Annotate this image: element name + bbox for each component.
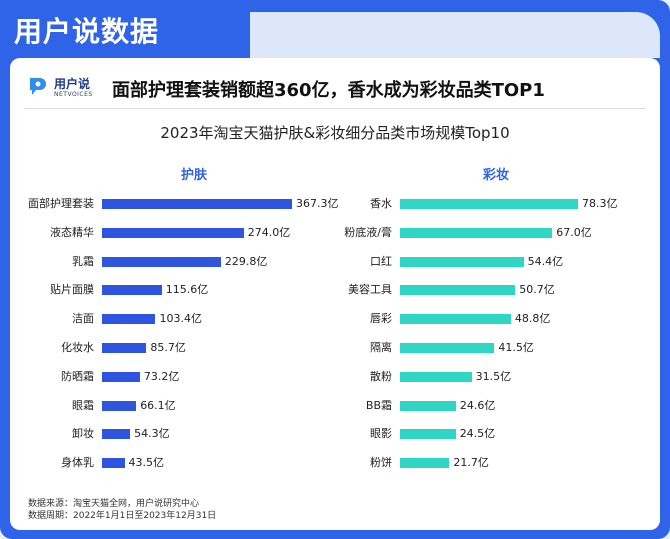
bar-label: 散粉 — [370, 369, 392, 383]
bar — [400, 227, 553, 238]
bar-label: 卸妆 — [72, 427, 94, 441]
bar-value-label: 54.3亿 — [134, 427, 170, 441]
bar — [102, 429, 131, 440]
bar-label: 隔离 — [370, 341, 392, 354]
bar-label: 眼影 — [370, 427, 392, 441]
bar — [400, 343, 495, 353]
header-decoration — [200, 12, 660, 58]
bar — [102, 285, 162, 296]
bar-label: 化妆水 — [61, 341, 94, 354]
bar-value-label: 48.8亿 — [514, 312, 551, 326]
bar-label: 液态精华 — [50, 225, 94, 239]
bar — [102, 314, 156, 325]
bar-label: 唇彩 — [370, 312, 392, 326]
bar — [400, 458, 450, 469]
bar-value-label: 24.5亿 — [459, 427, 496, 441]
bar-value-label: 31.5亿 — [475, 369, 512, 383]
bar — [102, 343, 147, 353]
bar-value-label: 78.3亿 — [582, 197, 618, 210]
bar-value-label: 41.5亿 — [498, 341, 534, 354]
bar-label: 口红 — [370, 254, 392, 268]
bar-label: 眼霜 — [72, 398, 94, 412]
makeup-group-title: 彩妆 — [482, 168, 509, 183]
bar-label: 乳霜 — [72, 254, 94, 268]
bar-value-label: 85.7亿 — [150, 341, 186, 354]
bar-value-label: 24.6亿 — [459, 398, 496, 412]
bar — [400, 256, 524, 267]
bar — [102, 458, 125, 469]
chart-title: 2023年淘宝天猫护肤&彩妆细分品类市场规模Top10 — [160, 124, 510, 142]
brand-logo-icon — [30, 78, 46, 95]
bar-label: 防晒霜 — [61, 369, 94, 383]
bar-value-label: 66.1亿 — [140, 398, 176, 412]
bar — [102, 256, 221, 267]
bar-label: 粉饼 — [370, 456, 392, 470]
header-title: 用户说数据 — [14, 15, 160, 48]
bar-value-label: 274.0亿 — [247, 225, 291, 239]
bar — [102, 400, 137, 411]
header-tab: 用户说数据 — [0, 0, 250, 64]
bar — [400, 429, 456, 440]
bar-label: 面部护理套装 — [28, 197, 94, 210]
bar-label: 美容工具 — [348, 283, 392, 297]
bar-label: 洁面 — [72, 312, 94, 326]
bar — [102, 371, 140, 382]
headline: 面部护理套装销额超360亿，香水成为彩妆品类TOP1 — [112, 80, 545, 101]
bar-value-label: 67.0亿 — [556, 225, 592, 239]
bar-label: 身体乳 — [61, 456, 94, 470]
bar-value-label: 21.7亿 — [453, 456, 489, 470]
brand-name: 用户说 — [54, 77, 91, 91]
bar — [400, 314, 511, 325]
footer-period: 数据周期：2022年1月1日至2023年12月31日 — [28, 511, 217, 521]
bar-value-label: 115.6亿 — [165, 283, 209, 297]
bar-value-label: 103.4亿 — [159, 312, 202, 326]
bar-value-label: 73.2亿 — [143, 369, 180, 383]
bar — [400, 400, 456, 411]
bar-value-label: 50.7亿 — [519, 283, 555, 297]
bar-label: 香水 — [370, 197, 392, 210]
bar — [400, 371, 472, 382]
bar — [400, 199, 578, 209]
bar-label: 贴片面膜 — [50, 283, 94, 297]
bar-label: 粉底液/膏 — [344, 225, 392, 239]
bar — [102, 227, 244, 238]
skincare-group-title: 护肤 — [180, 168, 207, 183]
bar-value-label: 229.8亿 — [224, 254, 268, 268]
bar-label: BB霜 — [365, 398, 392, 412]
bar-value-label: 54.4亿 — [527, 254, 564, 268]
bar-value-label: 367.3亿 — [296, 197, 339, 210]
bar-value-label: 43.5亿 — [128, 456, 165, 470]
footer-source: 数据来源：淘宝天猫全网，用户说研究中心 — [28, 499, 200, 509]
divider — [24, 108, 646, 109]
bar — [400, 285, 516, 296]
bar — [102, 199, 292, 209]
brand-subtitle: NETVOICES — [54, 91, 93, 98]
